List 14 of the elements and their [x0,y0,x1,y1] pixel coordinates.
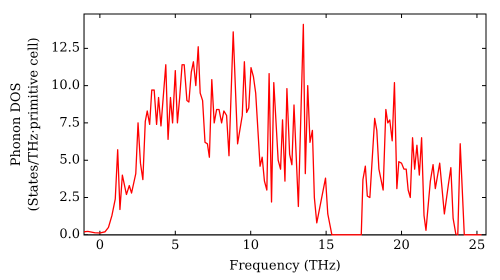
x-tick-label: 20 [393,238,410,253]
y-tick-label: 0.0 [59,227,80,242]
x-tick-label: 0 [96,238,104,253]
x-tick-label: 10 [242,238,259,253]
y-axis-title: Phonon DOS (States/THz·primitive cell) [9,37,42,212]
y-tick-label: 5.0 [59,152,80,168]
y-tick-label: 2.5 [59,190,80,205]
y-tick-label: 10.0 [51,78,80,93]
x-axis-title: Frequency (THz) [229,258,341,274]
y-tick-label: 12.5 [51,40,80,56]
x-tick-label: 5 [171,238,180,253]
x-tick-label: 15 [318,238,334,253]
x-tick-label: 25 [468,238,486,253]
y-tick-label: 7.5 [59,115,80,130]
